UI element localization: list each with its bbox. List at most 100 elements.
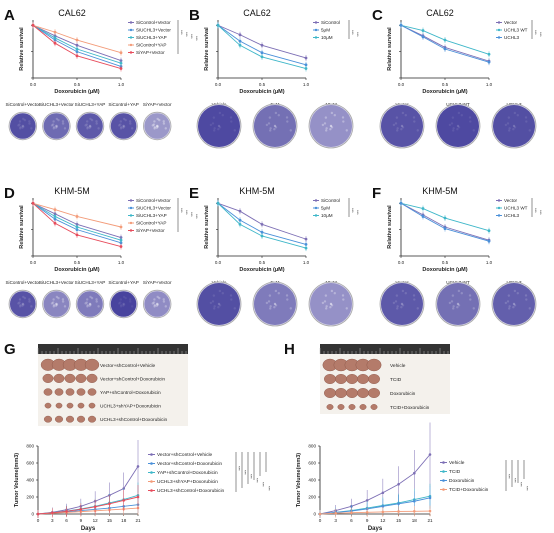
x-tick-label: 1.0 xyxy=(303,260,310,265)
colony-speck xyxy=(448,301,452,305)
colony-speck xyxy=(155,304,159,307)
colony-speck xyxy=(156,125,159,128)
colony-speck xyxy=(19,304,22,307)
colony-speck xyxy=(156,302,159,306)
colony-speck xyxy=(84,124,87,127)
data-point xyxy=(53,36,57,40)
series-line xyxy=(400,202,490,241)
colony-speck xyxy=(274,289,278,293)
colony-speck xyxy=(267,300,271,303)
legend-label: 10μM xyxy=(321,213,333,218)
tumor xyxy=(44,402,52,409)
panel-G: G Vector+shControl+Vehicle Vector+shContro… xyxy=(4,341,272,532)
legend-marker xyxy=(129,28,133,32)
data-point xyxy=(421,207,425,210)
colony-speck xyxy=(516,113,519,117)
panel-title: KHM-5M xyxy=(54,186,90,196)
data-point xyxy=(75,225,79,229)
colony-speck xyxy=(452,307,455,310)
data-point xyxy=(428,453,432,456)
legend-label: SiYAP+Vector xyxy=(136,228,165,233)
data-point xyxy=(75,233,79,237)
colony-speck xyxy=(122,295,126,299)
colony-speck xyxy=(122,124,125,128)
tumor xyxy=(54,415,64,423)
colony-speck xyxy=(88,302,92,306)
colony-speck xyxy=(512,302,516,306)
colony-speck xyxy=(119,298,123,301)
colony-speck xyxy=(122,303,126,306)
series-line xyxy=(217,24,307,59)
colony-speck xyxy=(88,302,92,306)
colony-speck xyxy=(217,124,221,128)
data-point xyxy=(443,227,447,230)
colony-speck xyxy=(329,302,333,306)
data-point xyxy=(238,33,242,37)
colony-speck xyxy=(124,296,127,300)
colony-stain xyxy=(493,105,535,147)
x-axis-label: Doxorubicin (μM) xyxy=(422,267,467,273)
legend-label: Doxorubicin xyxy=(449,478,475,484)
colony-speck xyxy=(330,289,334,293)
colony-speck xyxy=(85,301,88,304)
tumor xyxy=(65,415,75,423)
colony-speck xyxy=(323,122,327,125)
colony-speck xyxy=(52,126,56,129)
x-axis-label: Doxorubicin (μM) xyxy=(54,89,99,95)
tumor xyxy=(77,402,85,409)
colony-speck xyxy=(218,111,222,115)
legend-marker xyxy=(314,21,318,24)
data-point xyxy=(216,201,220,205)
colony-speck xyxy=(507,294,511,297)
colony-speck xyxy=(51,301,55,304)
colony-stain xyxy=(110,291,137,317)
legend-label: UCHL3 xyxy=(504,35,520,40)
x-tick-label: 15 xyxy=(396,518,402,523)
legend-marker xyxy=(314,28,318,32)
colony-speck xyxy=(286,298,289,301)
panel-title: CAL62 xyxy=(243,8,271,18)
significance-label: *** xyxy=(513,478,518,483)
colony-stain xyxy=(144,291,170,317)
legend-marker xyxy=(497,206,501,210)
data-point xyxy=(443,47,447,51)
tumor xyxy=(87,415,97,423)
colony-speck xyxy=(233,129,236,132)
colony-speck xyxy=(392,301,396,305)
series-line xyxy=(217,202,307,240)
colony-speck xyxy=(401,289,405,293)
data-point xyxy=(31,201,35,205)
colony-speck xyxy=(416,129,419,132)
legend-marker xyxy=(129,221,133,225)
colony-speck xyxy=(508,129,511,132)
data-point xyxy=(216,23,220,27)
colony-stain xyxy=(77,113,103,139)
colony-speck xyxy=(341,294,345,297)
colony-speck xyxy=(396,127,399,130)
colony-speck xyxy=(513,111,517,115)
data-point xyxy=(119,238,123,242)
series-line xyxy=(319,454,431,515)
colony-speck xyxy=(95,300,98,303)
colony-speck xyxy=(345,129,348,132)
series-line xyxy=(217,24,307,66)
panel-letter: C xyxy=(372,7,383,24)
colony-stain xyxy=(43,113,70,139)
colony-speck xyxy=(97,127,100,130)
colony-plate xyxy=(308,281,354,327)
panel-E: E KHM-5M 0.0 0.5 1.0 Doxorubicin (μM) Relative… xyxy=(189,185,360,327)
colony-speck xyxy=(269,307,272,310)
plate-label: SiYAP+Vector xyxy=(143,280,172,285)
colony-speck xyxy=(17,302,20,305)
legend-label: YAP+shControl+Doxorubicin xyxy=(157,470,218,476)
significance-label: *** xyxy=(184,32,189,37)
colony-speck xyxy=(416,307,419,310)
ruler xyxy=(38,344,188,354)
tumor-row-label: UCHL3+shControl+Doxorubicin xyxy=(100,417,168,423)
colony-speck xyxy=(151,302,154,305)
colony-speck xyxy=(164,127,167,130)
panel-H: H Vehicle TCID Doxorubicin TCID+Doxorubicin 0… xyxy=(284,341,530,532)
tumor xyxy=(43,415,53,423)
colony-speck xyxy=(528,129,531,132)
series-line xyxy=(32,202,122,228)
